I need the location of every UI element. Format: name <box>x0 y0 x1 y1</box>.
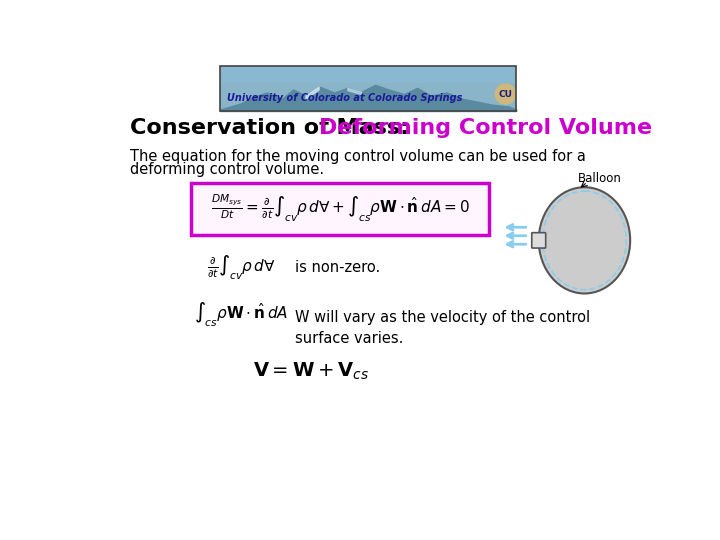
Text: $\frac{\partial}{\partial t}\int_{cv} \rho\, d\forall$: $\frac{\partial}{\partial t}\int_{cv} \r… <box>207 253 276 282</box>
Text: $\int_{cs} \rho\mathbf{W} \cdot \hat{\mathbf{n}}\, dA$: $\int_{cs} \rho\mathbf{W} \cdot \hat{\ma… <box>194 301 288 329</box>
Bar <box>220 66 516 111</box>
Bar <box>220 66 516 111</box>
Text: deforming control volume.: deforming control volume. <box>130 162 325 177</box>
Text: $\frac{DM_{sys}}{Dt} = \frac{\partial}{\partial t}\int_{cv} \rho\, d\forall + \i: $\frac{DM_{sys}}{Dt} = \frac{\partial}{\… <box>210 193 469 225</box>
Text: Balloon: Balloon <box>578 172 622 185</box>
Text: Deforming Control Volume: Deforming Control Volume <box>319 118 652 138</box>
Text: CU: CU <box>498 90 513 99</box>
Bar <box>220 66 516 83</box>
Text: Conservation of Mass:: Conservation of Mass: <box>130 118 417 138</box>
FancyBboxPatch shape <box>532 233 546 248</box>
Bar <box>191 183 489 235</box>
Ellipse shape <box>539 187 630 294</box>
Text: University of Colorado at Colorado Springs: University of Colorado at Colorado Sprin… <box>227 93 462 103</box>
Text: $\mathbf{V} = \mathbf{W} + \mathbf{V}_{cs}$: $\mathbf{V} = \mathbf{W} + \mathbf{V}_{c… <box>253 361 369 382</box>
Circle shape <box>495 84 516 104</box>
Text: W will vary as the velocity of the control
surface varies.: W will vary as the velocity of the contr… <box>295 309 590 346</box>
Text: is non-zero.: is non-zero. <box>295 260 381 275</box>
Text: The equation for the moving control volume can be used for a: The equation for the moving control volu… <box>130 150 586 165</box>
